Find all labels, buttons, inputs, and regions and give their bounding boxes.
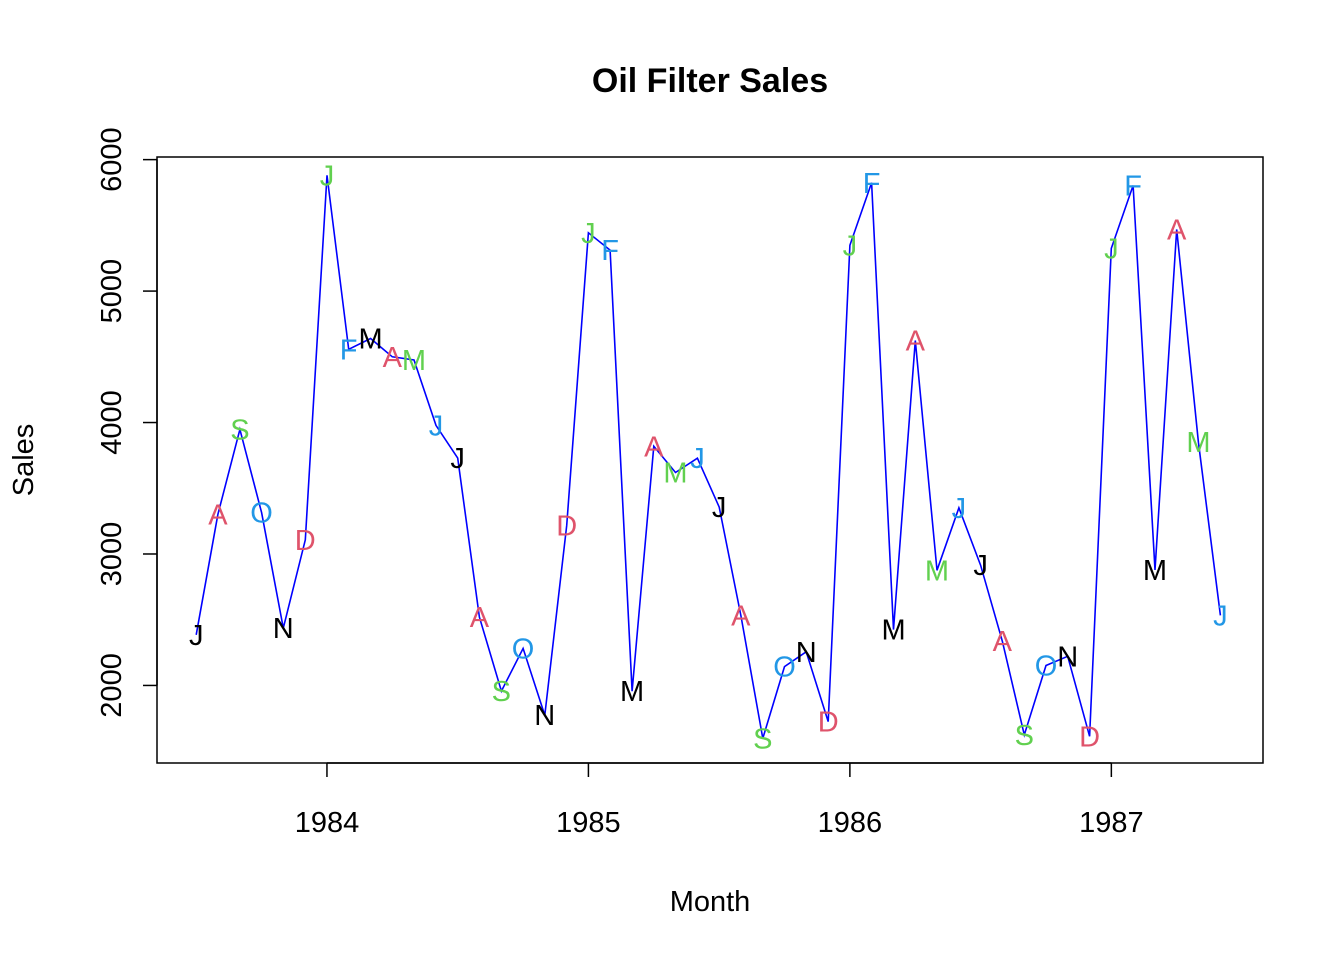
point-label-month: F — [863, 168, 881, 200]
point-label-month: J — [1213, 600, 1228, 632]
point-label-month: A — [1167, 214, 1187, 246]
x-tick-label: 1987 — [1079, 807, 1144, 839]
point-label-month: F — [1124, 171, 1142, 203]
y-tick-label: 6000 — [96, 127, 128, 192]
point-label-month: J — [320, 160, 335, 192]
point-label-month: D — [556, 511, 577, 543]
point-label-month: A — [644, 431, 664, 463]
point-label-month: J — [952, 493, 967, 525]
point-label-month: D — [1079, 721, 1100, 753]
point-label-month: J — [1104, 233, 1119, 265]
point-label-month: A — [906, 326, 926, 358]
point-label-month: M — [925, 555, 949, 587]
point-label-month: M — [663, 457, 687, 489]
point-label-month: A — [470, 602, 490, 634]
series-line — [195, 175, 1222, 739]
point-label-month: A — [383, 342, 403, 374]
point-label-month: N — [796, 637, 817, 669]
chart-title: Oil Filter Sales — [592, 62, 828, 100]
point-label-month: S — [1015, 720, 1034, 752]
x-tick-label: 1984 — [295, 807, 360, 839]
point-label-month: J — [450, 443, 465, 475]
point-label-month: A — [731, 601, 751, 633]
point-label-month: N — [534, 700, 555, 732]
x-axis: 1984 1985 1986 1987 — [295, 762, 1144, 839]
point-label-month: S — [230, 414, 249, 446]
point-label-month: M — [359, 324, 383, 356]
y-tick-label: 4000 — [96, 390, 128, 455]
point-label-month: M — [620, 676, 644, 708]
x-tick-label: 1985 — [556, 807, 621, 839]
point-label-month: J — [189, 620, 204, 652]
point-label-month: S — [753, 723, 772, 755]
point-label-month: N — [273, 613, 294, 645]
point-label-month: F — [601, 235, 619, 267]
x-axis-title: Month — [670, 886, 751, 918]
x-tick-label: 1986 — [818, 807, 883, 839]
point-label-month: M — [881, 615, 905, 647]
point-label-month: J — [843, 230, 858, 262]
point-label-month: D — [295, 525, 316, 557]
y-axis-title: Sales — [8, 424, 40, 497]
y-axis: 2000 3000 4000 5000 6000 — [96, 127, 158, 718]
point-label-month: S — [492, 676, 511, 708]
point-label-month: O — [250, 498, 273, 530]
point-label-month: A — [208, 499, 228, 531]
y-tick-label: 3000 — [96, 522, 128, 587]
point-label-month: O — [1035, 650, 1058, 682]
point-label-month: J — [581, 218, 596, 250]
point-label-month: M — [1143, 555, 1167, 587]
point-label-month: D — [818, 707, 839, 739]
y-tick-label: 2000 — [96, 653, 128, 718]
y-tick-label: 5000 — [96, 259, 128, 324]
point-label-month: J — [429, 410, 444, 442]
point-label-month: M — [402, 345, 426, 377]
point-label-month: J — [712, 492, 727, 524]
point-label-month: A — [993, 626, 1013, 658]
point-label-month: M — [1186, 427, 1210, 459]
point-label-month: J — [973, 550, 988, 582]
point-label-month: F — [340, 334, 358, 366]
point-label-month: N — [1057, 641, 1078, 673]
point-label-month: O — [773, 652, 796, 684]
point-label-month: J — [690, 443, 705, 475]
point-label-month: O — [512, 633, 535, 665]
